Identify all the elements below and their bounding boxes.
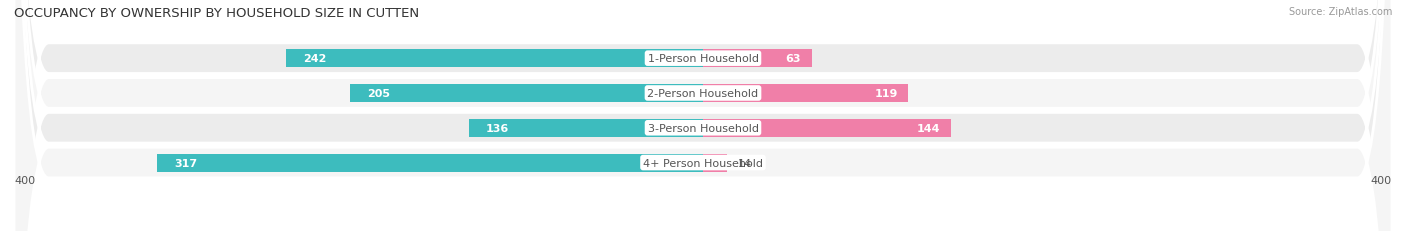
- Text: 3-Person Household: 3-Person Household: [648, 123, 758, 133]
- Text: 136: 136: [486, 123, 509, 133]
- Text: 4+ Person Household: 4+ Person Household: [643, 158, 763, 168]
- Bar: [468, 119, 703, 137]
- Bar: [157, 154, 703, 172]
- Bar: [350, 85, 703, 103]
- FancyBboxPatch shape: [14, 0, 1392, 231]
- Text: 119: 119: [875, 88, 897, 99]
- Text: 242: 242: [304, 54, 326, 64]
- Bar: [703, 119, 950, 137]
- Text: 63: 63: [786, 54, 801, 64]
- FancyBboxPatch shape: [14, 0, 1392, 231]
- Text: 400: 400: [14, 175, 35, 185]
- Text: 205: 205: [367, 88, 389, 99]
- FancyBboxPatch shape: [14, 0, 1392, 231]
- Text: 2-Person Household: 2-Person Household: [647, 88, 759, 99]
- Text: Source: ZipAtlas.com: Source: ZipAtlas.com: [1288, 7, 1392, 17]
- Text: OCCUPANCY BY OWNERSHIP BY HOUSEHOLD SIZE IN CUTTEN: OCCUPANCY BY OWNERSHIP BY HOUSEHOLD SIZE…: [14, 7, 419, 20]
- Text: 144: 144: [917, 123, 941, 133]
- Bar: [703, 154, 727, 172]
- Text: 1-Person Household: 1-Person Household: [648, 54, 758, 64]
- FancyBboxPatch shape: [14, 0, 1392, 231]
- Text: 14: 14: [738, 158, 752, 168]
- Text: 400: 400: [1371, 175, 1392, 185]
- Bar: [703, 85, 908, 103]
- Bar: [703, 50, 811, 68]
- Text: 317: 317: [174, 158, 197, 168]
- Bar: [287, 50, 703, 68]
